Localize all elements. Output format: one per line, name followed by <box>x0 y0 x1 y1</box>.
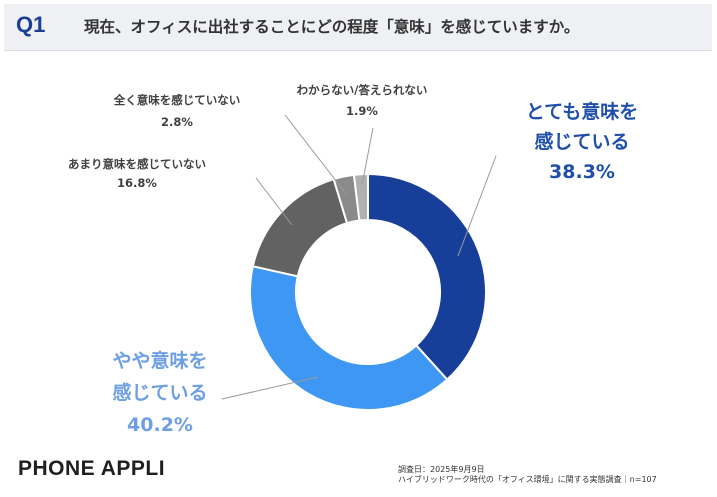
source-note: 調査日：2025年9月9日 ハイブリッドワーク時代の「オフィス環境」に関する実態… <box>398 465 657 485</box>
question-title: 現在、オフィスに出社することにどの程度「意味」を感じていますか。 <box>84 18 580 36</box>
data-label-value-1: 40.2% <box>127 414 193 436</box>
data-label-category-0: 感じている <box>534 130 629 153</box>
leader-line-1 <box>221 376 319 400</box>
leader-line-2 <box>255 177 293 226</box>
leader-line-0 <box>457 155 497 257</box>
donut-slice-0 <box>367 172 487 381</box>
leader-line-4 <box>361 127 374 186</box>
data-label-category-1: やや意味を <box>112 349 207 372</box>
source-text: ハイブリッドワーク時代の「オフィス環境」に関する実態調査｜n=107 <box>398 475 657 484</box>
donut-slice-2 <box>251 177 349 278</box>
question-number: Q1 <box>16 12 46 37</box>
leader-line-3 <box>284 114 348 196</box>
data-label-category-1: 感じている <box>112 381 207 404</box>
source-date: 調査日：2025年9月9日 <box>398 465 485 474</box>
question-header: Q1 現在、オフィスに出社することにどの程度「意味」を感じていますか。 <box>4 4 712 51</box>
data-label-value-3: 2.8% <box>161 115 193 129</box>
donut-slice-4 <box>352 172 369 222</box>
data-label-value-2: 16.8% <box>117 176 157 190</box>
data-label-category-2: あまり意味を感じていない <box>68 157 206 171</box>
data-label-category-3: 全く意味を感じていない <box>113 93 241 107</box>
donut-slice-1 <box>249 265 449 411</box>
data-label-category-4: わからない/答えられない <box>297 83 428 97</box>
data-label-value-4: 1.9% <box>346 104 378 118</box>
data-label-category-0: とても意味を <box>526 100 638 123</box>
data-label-value-0: 38.3% <box>549 161 615 183</box>
brand-logo: PHONE APPLI <box>18 457 166 480</box>
